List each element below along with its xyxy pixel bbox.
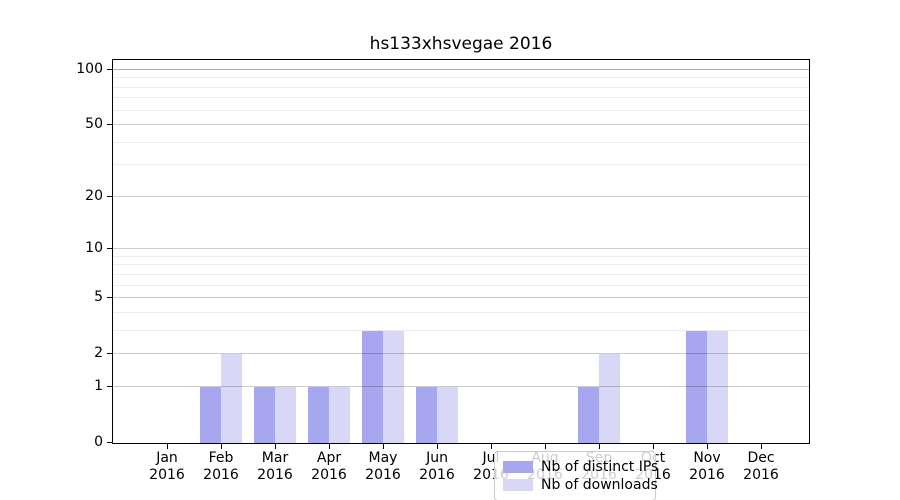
- bar-distinct-ips: [686, 331, 707, 443]
- bar-downloads: [599, 354, 620, 443]
- x-tick-label-month: Nov: [693, 450, 721, 466]
- y-tick-mark: [107, 353, 112, 354]
- chart-title: hs133xhsvegae 2016: [369, 34, 553, 54]
- gridline-y3: [113, 330, 809, 331]
- x-tick-label: Feb 2016: [189, 450, 253, 484]
- gridline-y1: [113, 386, 809, 387]
- gridline-y2: [113, 353, 809, 354]
- y-tick-mark: [107, 386, 112, 387]
- x-tick-label-year: 2016: [257, 467, 293, 483]
- x-tick-label: Dec 2016: [729, 450, 793, 484]
- y-tick-label: 100: [76, 61, 103, 77]
- legend-swatch-icon: [503, 461, 533, 473]
- x-tick-mark: [167, 444, 168, 449]
- bar-downloads: [329, 387, 350, 443]
- y-tick-mark: [107, 69, 112, 70]
- x-tick-mark: [383, 444, 384, 449]
- x-tick-mark: [599, 444, 600, 449]
- bar-distinct-ips: [308, 387, 329, 443]
- x-tick-mark: [653, 444, 654, 449]
- bar-downloads: [707, 331, 728, 443]
- x-tick-mark: [437, 444, 438, 449]
- x-tick-mark: [545, 444, 546, 449]
- gridline-y90: [113, 77, 809, 78]
- x-tick-label: May 2016: [351, 450, 415, 484]
- gridline-y5: [113, 297, 809, 298]
- gridline-y70: [113, 97, 809, 98]
- bar-distinct-ips: [416, 387, 437, 443]
- gridline-y30: [113, 164, 809, 165]
- gridline-y20: [113, 196, 809, 197]
- x-tick-label-month: Jun: [426, 450, 448, 466]
- bar-distinct-ips: [362, 331, 383, 443]
- y-tick-label: 0: [94, 434, 103, 450]
- x-tick-label-year: 2016: [203, 467, 239, 483]
- y-tick-label: 1: [94, 378, 103, 394]
- x-tick-mark: [275, 444, 276, 449]
- legend-item-label: Nb of distinct IPs: [541, 459, 659, 475]
- x-tick-label-month: Jan: [156, 450, 178, 466]
- x-tick-label: Jan 2016: [135, 450, 199, 484]
- x-tick-label-year: 2016: [365, 467, 401, 483]
- gridline-y10: [113, 248, 809, 249]
- y-tick-label: 5: [94, 289, 103, 305]
- x-tick-label: Nov 2016: [675, 450, 739, 484]
- x-tick-label-year: 2016: [743, 467, 779, 483]
- x-tick-label-month: May: [368, 450, 398, 466]
- legend: Nb of distinct IPs Nb of downloads: [494, 451, 658, 500]
- x-tick-label-month: Mar: [261, 450, 289, 466]
- x-tick-label-month: Feb: [208, 450, 234, 466]
- bar-distinct-ips: [254, 387, 275, 443]
- plot-inner: [113, 60, 809, 443]
- gridline-y6: [113, 285, 809, 286]
- x-tick-mark: [761, 444, 762, 449]
- y-tick-mark: [107, 442, 112, 443]
- y-tick-mark: [107, 248, 112, 249]
- gridline-y9: [113, 256, 809, 257]
- gridline-y8: [113, 264, 809, 265]
- y-tick-label: 10: [85, 240, 103, 256]
- gridline-y50: [113, 124, 809, 125]
- x-tick-label-year: 2016: [689, 467, 725, 483]
- x-tick-label-month: Apr: [316, 450, 342, 466]
- x-tick-label: Jun 2016: [405, 450, 469, 484]
- x-tick-label-year: 2016: [311, 467, 347, 483]
- x-tick-mark: [491, 444, 492, 449]
- gridline-y100: [113, 69, 809, 70]
- bar-downloads: [221, 354, 242, 443]
- y-tick-mark: [107, 124, 112, 125]
- y-tick-mark: [107, 297, 112, 298]
- bar-downloads: [383, 331, 404, 443]
- bar-distinct-ips: [200, 387, 221, 443]
- x-tick-label: Mar 2016: [243, 450, 307, 484]
- legend-item: Nb of distinct IPs: [503, 458, 658, 476]
- legend-item-label: Nb of downloads: [541, 477, 658, 493]
- legend-swatch-icon: [503, 479, 533, 491]
- y-tick-mark: [107, 196, 112, 197]
- legend-item: Nb of downloads: [503, 476, 658, 494]
- plot-area: Nb of distinct IPs Nb of downloads: [112, 59, 810, 500]
- bar-downloads: [275, 387, 296, 443]
- x-tick-mark: [329, 444, 330, 449]
- gridline-y60: [113, 110, 809, 111]
- gridline-y7: [113, 274, 809, 275]
- y-tick-label: 2: [94, 345, 103, 361]
- y-tick-label: 20: [85, 188, 103, 204]
- y-tick-label: 50: [85, 116, 103, 132]
- gridline-y80: [113, 87, 809, 88]
- bar-distinct-ips: [578, 387, 599, 443]
- gridline-y40: [113, 142, 809, 143]
- x-tick-label: Apr 2016: [297, 450, 361, 484]
- x-tick-mark: [221, 444, 222, 449]
- x-tick-label-month: Dec: [747, 450, 775, 466]
- x-tick-label-year: 2016: [419, 467, 455, 483]
- bar-downloads: [437, 387, 458, 443]
- gridline-y4: [113, 312, 809, 313]
- x-tick-label-year: 2016: [149, 467, 185, 483]
- x-tick-mark: [707, 444, 708, 449]
